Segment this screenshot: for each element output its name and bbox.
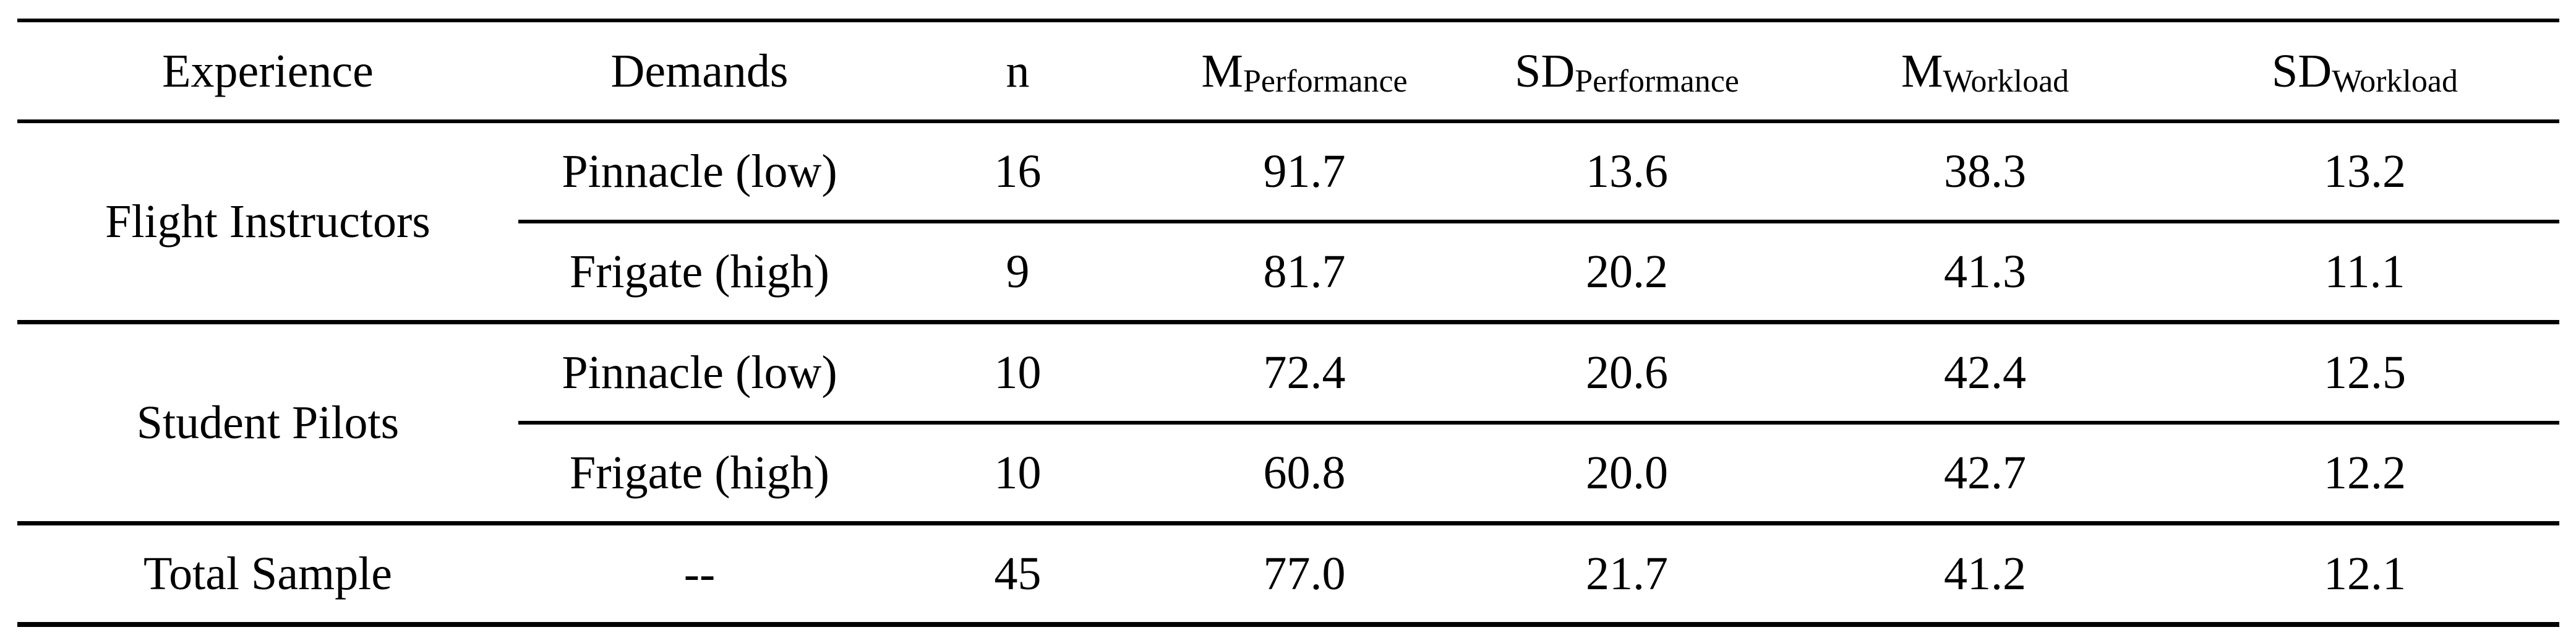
- cell-sd-performance: 20.2: [1454, 222, 1800, 324]
- cell-m-performance: 72.4: [1155, 322, 1454, 425]
- cell-m-performance: 81.7: [1155, 222, 1454, 324]
- header-cell-sd-performance: SDPerformance: [1454, 20, 1800, 123]
- cell-demands: --: [683, 548, 716, 600]
- stats-table: Experience Demands n MPerformance SDPerf…: [17, 19, 2559, 627]
- cell-experience-total: Total Sample: [143, 548, 393, 600]
- cell-sd-workload: 13.2: [2170, 121, 2559, 223]
- table-row: Frigate (high) 10 60.8 20.0 42.7 12.2: [17, 423, 2559, 525]
- cell-m-workload: 41.3: [1800, 222, 2170, 324]
- header-subscript: Performance: [1243, 63, 1408, 99]
- header-row: Experience Demands n MPerformance SDPerf…: [17, 20, 2559, 123]
- header-label: M: [1901, 45, 1943, 97]
- total-row: Total Sample -- 45 77.0 21.7 41.2 12.1: [17, 524, 2559, 625]
- header-label: n: [1006, 45, 1030, 97]
- header-subscript: Workload: [2332, 63, 2458, 99]
- cell-demands: Pinnacle (low): [518, 322, 881, 425]
- cell-demands: Frigate (high): [518, 423, 881, 525]
- header-cell-experience: Experience: [17, 20, 518, 123]
- cell-m-performance: 77.0: [1263, 548, 1346, 600]
- header-cell-n: n: [881, 20, 1155, 123]
- cell-sd-workload: 12.1: [2324, 548, 2406, 600]
- cell-m-workload: 38.3: [1800, 121, 2170, 223]
- cell-n: 10: [881, 423, 1155, 525]
- cell-m-workload: 41.2: [1944, 548, 2026, 600]
- cell-experience-group: Student Pilots: [17, 322, 518, 525]
- cell-m-workload: 42.4: [1800, 322, 2170, 425]
- cell-n: 10: [881, 322, 1155, 425]
- header-cell-m-performance: MPerformance: [1155, 20, 1454, 123]
- header-label: SD: [2272, 45, 2332, 97]
- cell-experience-group: Flight Instructors: [17, 121, 518, 324]
- cell-m-workload: 42.7: [1800, 423, 2170, 525]
- table-row: Student Pilots Pinnacle (low) 10 72.4 20…: [17, 322, 2559, 525]
- cell-sd-workload: 12.5: [2170, 322, 2559, 425]
- table-row: Flight Instructors Pinnacle (low) 16 91.…: [17, 121, 2559, 324]
- header-subscript: Performance: [1575, 63, 1739, 99]
- header-label: Demands: [610, 45, 789, 97]
- table-row: Frigate (high) 9 81.7 20.2 41.3 11.1: [17, 222, 2559, 324]
- header-label: M: [1201, 45, 1243, 97]
- cell-sd-workload: 11.1: [2170, 222, 2559, 324]
- cell-m-performance: 91.7: [1155, 121, 1454, 223]
- cell-demands: Pinnacle (low): [518, 121, 881, 223]
- cell-sd-performance: 20.6: [1454, 322, 1800, 425]
- cell-demands: Frigate (high): [518, 222, 881, 324]
- cell-sd-performance: 21.7: [1586, 548, 1668, 600]
- cell-m-performance: 60.8: [1155, 423, 1454, 525]
- cell-sd-workload: 12.2: [2170, 423, 2559, 525]
- cell-sd-performance: 20.0: [1454, 423, 1800, 525]
- header-label: Experience: [162, 45, 374, 97]
- header-cell-sd-workload: SDWorkload: [2170, 20, 2559, 123]
- cell-n: 9: [881, 222, 1155, 324]
- cell-n: 16: [881, 121, 1155, 223]
- header-label: SD: [1515, 45, 1575, 97]
- header-cell-demands: Demands: [518, 20, 881, 123]
- header-cell-m-workload: MWorkload: [1800, 20, 2170, 123]
- header-subscript: Workload: [1943, 63, 2069, 99]
- cell-sd-performance: 13.6: [1454, 121, 1800, 223]
- stats-table-container: Experience Demands n MPerformance SDPerf…: [17, 19, 2559, 627]
- cell-n: 45: [994, 548, 1042, 600]
